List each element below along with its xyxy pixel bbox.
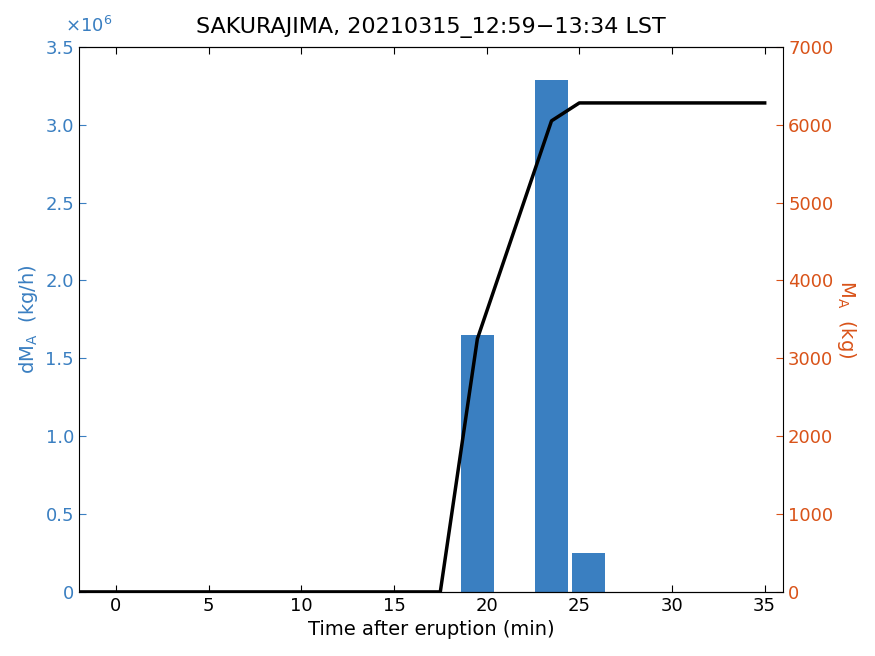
Y-axis label: $\mathrm{dM_A}$  (kg/h): $\mathrm{dM_A}$ (kg/h) xyxy=(17,264,39,375)
Y-axis label: $\mathrm{M_A}$  (kg): $\mathrm{M_A}$ (kg) xyxy=(836,280,858,359)
Bar xyxy=(572,553,605,592)
Title: SAKURAJIMA, 20210315_12:59−13:34 LST: SAKURAJIMA, 20210315_12:59−13:34 LST xyxy=(196,17,666,38)
Bar xyxy=(460,335,494,592)
Text: $\times 10^6$: $\times 10^6$ xyxy=(65,16,112,36)
X-axis label: Time after eruption (min): Time after eruption (min) xyxy=(308,621,555,640)
Bar xyxy=(535,79,568,592)
